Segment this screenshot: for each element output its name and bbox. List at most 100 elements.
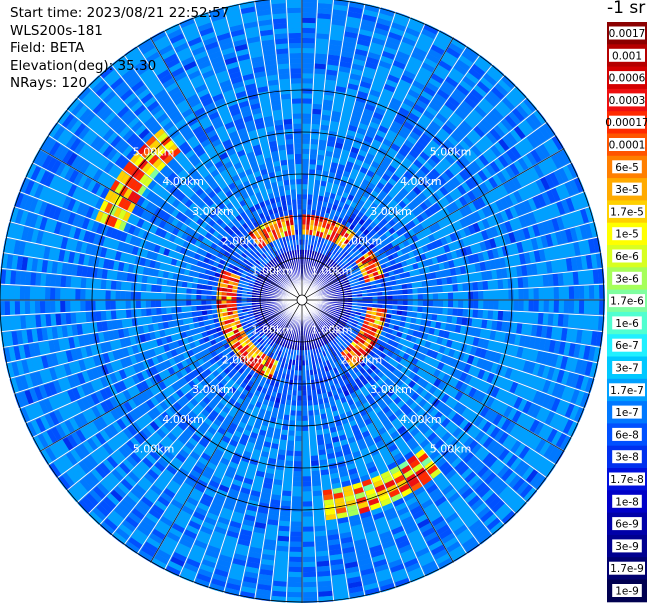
- range-gate: [443, 260, 450, 269]
- range-gate: [379, 55, 394, 65]
- range-gate: [453, 127, 466, 139]
- range-gate: [395, 279, 402, 285]
- range-gate: [344, 269, 350, 275]
- range-gate: [544, 174, 555, 189]
- range-gate: [349, 230, 356, 238]
- range-gate: [436, 175, 447, 186]
- range-gate: [302, 43, 315, 49]
- range-gate: [281, 429, 289, 436]
- range-gate: [390, 97, 402, 107]
- range-gate: [417, 261, 424, 269]
- range-gate: [311, 204, 317, 211]
- range-gate: [436, 229, 445, 238]
- range-gate: [403, 139, 414, 149]
- range-gate: [277, 540, 290, 547]
- range-gate: [344, 26, 359, 34]
- range-gate: [496, 246, 504, 258]
- range-gate: [352, 226, 359, 234]
- range-gate: [433, 68, 447, 80]
- range-gate: [441, 123, 454, 135]
- range-gate: [504, 165, 516, 179]
- range-gate: [302, 68, 314, 74]
- range-gate: [378, 60, 392, 70]
- range-gate: [501, 151, 513, 165]
- range-gate: [425, 53, 440, 64]
- range-gate: [318, 139, 327, 146]
- range-gate: [427, 233, 436, 243]
- range-gate: [411, 311, 418, 318]
- range-gate: [433, 212, 442, 222]
- range-gate: [422, 109, 435, 120]
- range-gate: [456, 83, 470, 96]
- range-gate: [326, 59, 339, 66]
- range-gate: [412, 46, 427, 57]
- range-gate: [331, 204, 338, 211]
- range-gate: [316, 275, 321, 281]
- range-gate: [410, 198, 420, 208]
- range-gate: [479, 182, 490, 194]
- range-gate: [346, 88, 358, 96]
- range-gate: [297, 385, 302, 391]
- range-gate: [376, 287, 383, 292]
- range-gate: [471, 272, 478, 282]
- range-gate: [280, 505, 292, 512]
- range-gate: [533, 163, 544, 178]
- range-gate: [447, 307, 453, 316]
- range-gate: [358, 246, 365, 253]
- range-gate: [302, 390, 307, 396]
- range-gate: [437, 300, 444, 307]
- range-gate: [474, 105, 487, 118]
- range-gate: [407, 112, 420, 122]
- range-gate: [548, 286, 554, 299]
- range-gate: [476, 231, 484, 242]
- range-gate: [423, 86, 436, 97]
- range-gate: [383, 46, 397, 55]
- range-gate: [408, 56, 423, 66]
- range-gate: [285, 455, 294, 462]
- range-gate: [481, 270, 488, 281]
- range-gate: [466, 317, 473, 327]
- range-gate: [384, 133, 395, 143]
- range-gate: [345, 284, 351, 289]
- range-gate: [337, 268, 343, 274]
- range-gate: [310, 440, 318, 446]
- range-gate: [559, 148, 571, 164]
- range-gate: [313, 500, 324, 507]
- range-gate: [330, 230, 336, 237]
- range-gate: [494, 82, 508, 96]
- range-gate: [342, 144, 352, 152]
- range-gate: [376, 229, 384, 237]
- range-gate: [298, 370, 302, 376]
- range-gate: [302, 189, 308, 195]
- range-gate: [459, 79, 473, 92]
- range-gate: [535, 236, 544, 249]
- range-gate: [363, 135, 374, 144]
- range-gate: [342, 251, 349, 258]
- range-gate: [449, 267, 457, 276]
- range-gate: [302, 456, 311, 462]
- range-gate: [512, 311, 519, 322]
- range-gate: [315, 43, 328, 50]
- range-gate: [517, 228, 526, 241]
- range-gate: [473, 125, 485, 138]
- range-gate: [330, 276, 336, 281]
- range-gate: [315, 169, 322, 176]
- range-gate: [470, 160, 481, 172]
- range-gate: [367, 259, 374, 266]
- range-gate: [527, 197, 537, 211]
- range-gate: [454, 173, 465, 184]
- range-gate: [291, 400, 297, 406]
- range-gate: [281, 495, 292, 502]
- range-gate: [314, 58, 327, 65]
- range-gate: [362, 9, 378, 18]
- range-gate: [463, 300, 469, 308]
- range-gate: [338, 66, 351, 73]
- range-gate: [345, 161, 354, 168]
- range-gate: [551, 135, 564, 151]
- range-gate: [328, 44, 342, 51]
- range-gate: [302, 486, 312, 492]
- range-gate: [337, 127, 347, 135]
- range-gate: [324, 84, 335, 91]
- range-gate: [546, 204, 556, 218]
- range-gate: [454, 198, 464, 209]
